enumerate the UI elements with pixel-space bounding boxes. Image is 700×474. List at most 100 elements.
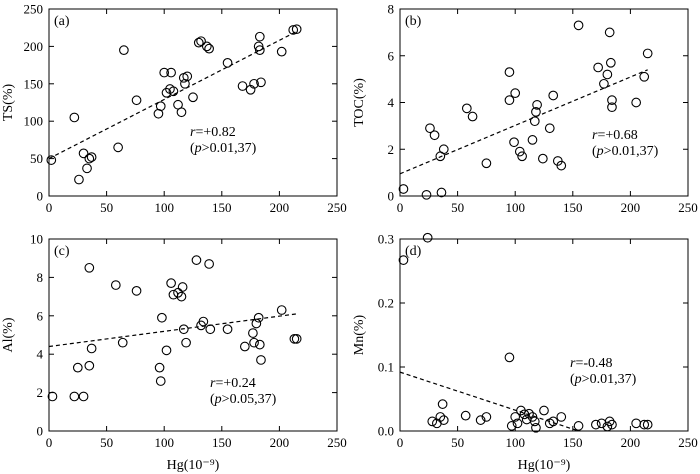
data-point <box>239 341 250 352</box>
data-point <box>181 337 191 348</box>
significance-label: (p>0.05,37) <box>210 392 277 407</box>
data-point <box>607 95 617 106</box>
data-point <box>176 107 187 118</box>
data-point <box>504 67 515 77</box>
data-point <box>84 360 95 371</box>
panel-label: (d) <box>405 244 422 259</box>
y-tick-label: 2 <box>388 142 395 157</box>
data-point <box>548 90 559 101</box>
x-tick-label: 100 <box>154 200 174 215</box>
data-point <box>256 355 266 365</box>
data-point <box>631 97 642 108</box>
y-tick-label: 50 <box>30 151 43 166</box>
x-tick-label: 200 <box>621 435 641 450</box>
data-point <box>527 135 538 145</box>
plot-frame <box>399 8 689 197</box>
data-point <box>548 416 559 427</box>
data-point <box>602 69 613 80</box>
data-point <box>69 112 80 123</box>
data-point <box>166 67 176 78</box>
data-point <box>161 345 172 356</box>
trend-line <box>48 313 297 348</box>
data-point <box>517 151 527 162</box>
data-point <box>421 189 432 200</box>
x-tick-label: 0 <box>46 435 53 450</box>
data-point <box>427 416 438 427</box>
x-tick-label: 50 <box>100 200 113 215</box>
significance-label: (p>0.01,37) <box>190 141 257 156</box>
data-point <box>193 37 204 48</box>
y-tick-label: 4 <box>388 95 395 110</box>
data-point <box>556 160 567 171</box>
panel-label: (a) <box>54 14 70 29</box>
panel-4: 0 50 100 150 200 250 0.0 0.1 0.2 0.3 Mn(%) Hg(10⁻⁹)… <box>352 232 698 474</box>
data-point <box>509 137 519 148</box>
data-point <box>481 412 492 422</box>
plot-frame <box>48 238 338 432</box>
data-point <box>47 391 58 402</box>
data-point <box>198 316 209 327</box>
data-point <box>481 158 492 169</box>
data-point <box>607 419 617 430</box>
data-point <box>176 291 187 302</box>
x-axis-title: Hg(10⁻⁹) <box>518 458 571 473</box>
data-point <box>78 391 89 402</box>
data-point <box>178 324 189 335</box>
x-tick-label: 50 <box>451 200 464 215</box>
data-point <box>74 174 84 185</box>
data-point <box>599 78 609 89</box>
data-point <box>254 31 265 42</box>
data-point <box>177 282 188 292</box>
data-point <box>180 78 190 89</box>
x-tick-label: 100 <box>154 435 174 450</box>
data-point <box>204 43 214 54</box>
data-point <box>86 152 97 162</box>
data-point <box>245 84 256 95</box>
y-tick-label: 200 <box>24 39 44 54</box>
panel-label: (b) <box>405 14 422 29</box>
data-point <box>222 324 233 335</box>
data-point <box>276 305 287 315</box>
trend-line <box>48 30 297 160</box>
x-tick-label: 250 <box>678 435 698 450</box>
data-point <box>69 391 80 402</box>
data-point <box>72 362 83 373</box>
data-point <box>512 418 523 429</box>
data-point <box>398 255 409 265</box>
data-point <box>514 146 525 157</box>
data-point <box>249 337 259 348</box>
data-point <box>191 255 202 265</box>
data-point <box>532 99 542 110</box>
data-point <box>642 48 653 59</box>
y-tick-label: 0.2 <box>378 296 394 311</box>
panel-2: 0 50 100 150 200 250 0 2 4 6 8 TOC(%) (b) r=+0.68(p>0… <box>352 2 698 216</box>
data-point <box>529 116 540 127</box>
x-tick-label: 250 <box>327 200 347 215</box>
x-tick-label: 200 <box>621 200 641 215</box>
y-tick-label: 0.3 <box>378 232 394 247</box>
data-point <box>84 153 95 164</box>
data-point <box>119 45 129 55</box>
data-point <box>529 416 540 427</box>
data-point <box>429 130 440 141</box>
data-point <box>188 92 198 103</box>
x-tick-label: 0 <box>46 200 53 215</box>
y-tick-label: 0.1 <box>378 360 394 375</box>
data-point <box>159 67 170 78</box>
x-tick-label: 0 <box>397 200 404 215</box>
data-point <box>254 45 265 55</box>
data-point <box>84 262 95 273</box>
y-tick-label: 8 <box>37 270 44 285</box>
data-point <box>593 62 603 73</box>
x-tick-label: 250 <box>678 200 698 215</box>
x-tick-label: 150 <box>212 435 232 450</box>
data-point <box>604 27 615 38</box>
data-point <box>131 95 142 106</box>
data-point <box>504 352 515 363</box>
data-point <box>460 410 471 421</box>
significance-label: (p>0.01,37) <box>592 144 659 159</box>
y-tick-label: 0 <box>37 424 44 439</box>
data-point <box>113 142 123 153</box>
data-point <box>249 78 259 89</box>
data-point <box>110 280 121 290</box>
